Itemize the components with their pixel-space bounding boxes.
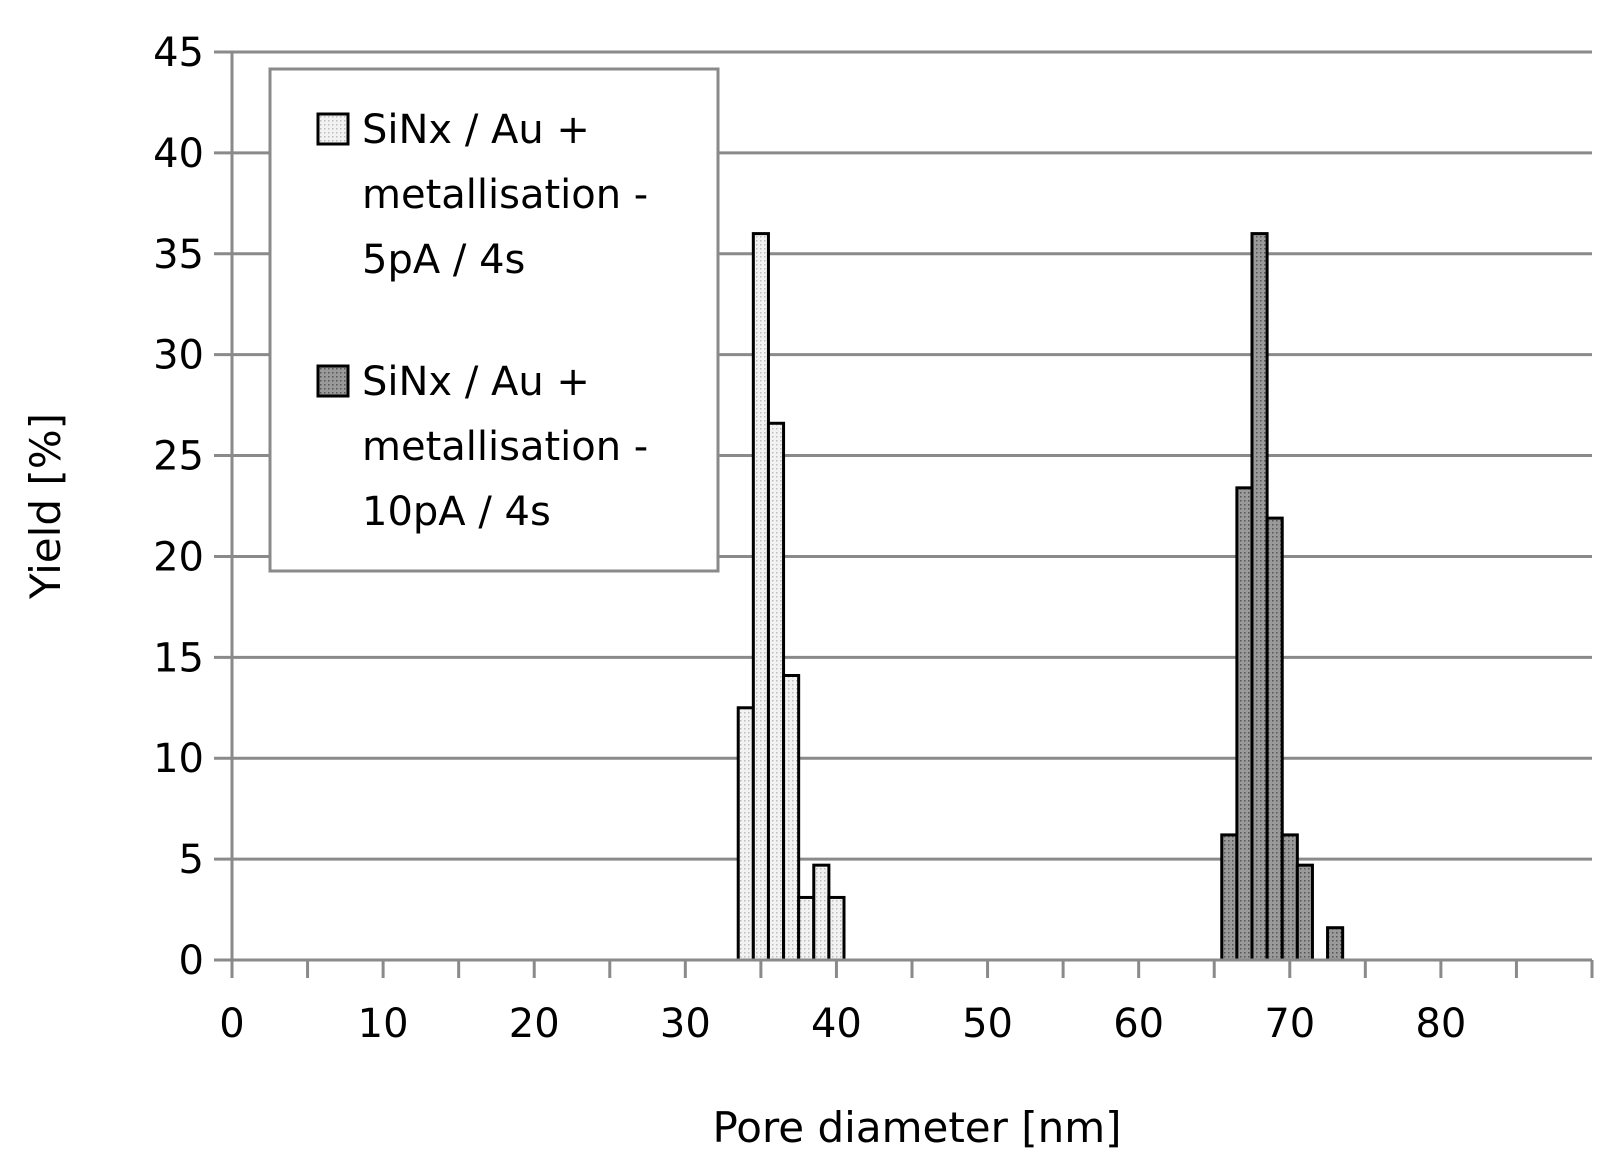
legend-swatch	[316, 112, 350, 146]
bar	[1280, 833, 1299, 962]
y-tick-label: 20	[153, 534, 204, 580]
y-tick-label: 30	[153, 333, 204, 379]
y-tick-label: 5	[179, 837, 204, 883]
x-tick-label: 60	[1113, 1001, 1164, 1047]
x-tick-label: 20	[509, 1001, 560, 1047]
y-tick-label: 0	[179, 938, 204, 984]
y-tick-label: 35	[153, 232, 204, 278]
y-tick-label: 40	[153, 131, 204, 177]
legend-box	[268, 67, 720, 573]
legend-label: 5pA / 4s	[362, 237, 525, 283]
bar	[827, 895, 846, 962]
legend-label: SiNx / Au +	[362, 107, 590, 153]
bar	[1265, 516, 1284, 962]
y-tick-label: 25	[153, 434, 204, 480]
bar	[1220, 833, 1239, 962]
legend-label: 10pA / 4s	[362, 489, 551, 535]
bar	[1235, 486, 1254, 962]
x-tick-label: 10	[358, 1001, 409, 1047]
bar	[812, 863, 831, 962]
bar	[1250, 232, 1269, 962]
x-tick-label: 40	[811, 1001, 862, 1047]
x-tick-label: 0	[219, 1001, 244, 1047]
x-tick-label: 70	[1264, 1001, 1315, 1047]
y-axis-title: Yield [%]	[21, 413, 70, 600]
bar	[751, 232, 770, 962]
x-axis-title: Pore diameter [nm]	[712, 1103, 1121, 1152]
y-tick-label: 15	[153, 635, 204, 681]
y-tick-label: 45	[153, 30, 204, 76]
bar	[797, 895, 816, 962]
legend-swatch	[316, 364, 350, 398]
bar	[1326, 926, 1345, 962]
bar	[736, 706, 755, 962]
bar	[766, 421, 786, 962]
y-axis: 0 5 10 15 20 25 30 35 40 45	[153, 30, 234, 984]
x-tick-label: 50	[962, 1001, 1013, 1047]
bars	[736, 232, 1345, 962]
bar	[782, 673, 801, 962]
y-tick-label: 10	[153, 736, 204, 782]
legend: SiNx / Au + metallisation - 5pA / 4s SiNx /…	[268, 67, 720, 573]
legend-label: metallisation -	[362, 424, 648, 470]
legend-label: metallisation -	[362, 172, 648, 218]
bar	[1295, 863, 1314, 962]
x-tick-label: 80	[1415, 1001, 1466, 1047]
legend-label: SiNx / Au +	[362, 359, 590, 405]
x-axis: 0 10 20 30 40 50 60 70 80	[219, 958, 1594, 1047]
x-tick-label: 30	[660, 1001, 711, 1047]
